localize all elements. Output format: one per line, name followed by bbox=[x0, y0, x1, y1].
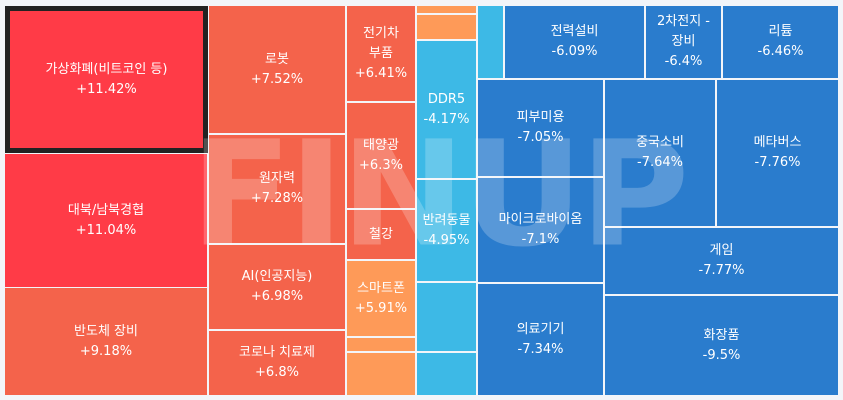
treemap-tile[interactable]: 스마트폰 +5.91% bbox=[347, 261, 415, 336]
tile-sector-name: AI(인공지능) bbox=[241, 269, 313, 284]
tile-sector-name: 리튬 bbox=[768, 24, 793, 39]
tile-sector-name: 메타버스 bbox=[753, 135, 802, 150]
tile-change-percent: +9.18% bbox=[79, 343, 133, 359]
treemap-tile[interactable]: 로봇 +7.52% bbox=[209, 6, 345, 133]
treemap-tile[interactable] bbox=[347, 338, 415, 351]
treemap-tile[interactable]: 마이크로바이옴 -7.1% bbox=[478, 178, 603, 282]
tile-change-percent: +7.28% bbox=[250, 191, 304, 206]
treemap-tile[interactable]: 메타버스 -7.76% bbox=[717, 80, 838, 226]
tile-change-percent: +6.98% bbox=[250, 289, 304, 304]
treemap-tile[interactable]: 반려동물 -4.95% bbox=[417, 180, 476, 281]
tile-sector-name: 전기차 부품 bbox=[363, 25, 399, 61]
treemap-tile[interactable]: 코로나 치료제 +6.8% bbox=[209, 331, 345, 395]
treemap-tile[interactable]: 가상화폐(비트코인 등) +11.42% bbox=[5, 6, 208, 153]
treemap-tile[interactable]: 철강 bbox=[347, 210, 415, 259]
tile-change-percent: -6.4% bbox=[664, 54, 703, 69]
tile-sector-name: 반도체 장비 bbox=[74, 323, 138, 339]
tile-sector-name: 게임 bbox=[709, 243, 734, 258]
tile-sector-name: 원자력 bbox=[259, 171, 295, 186]
tile-change-percent: -6.09% bbox=[551, 44, 598, 59]
treemap-tile[interactable]: 게임 -7.77% bbox=[605, 228, 838, 294]
treemap-tile[interactable]: 원자력 +7.28% bbox=[209, 135, 345, 243]
treemap-tile[interactable]: 중국소비 -7.64% bbox=[605, 80, 715, 226]
treemap-tile[interactable] bbox=[417, 15, 476, 39]
treemap-tile[interactable]: AI(인공지능) +6.98% bbox=[209, 245, 345, 329]
tile-change-percent: +11.42% bbox=[76, 81, 137, 97]
treemap-tile[interactable] bbox=[478, 6, 503, 78]
tile-change-percent: +6.41% bbox=[354, 65, 408, 81]
tile-sector-name: 피부미용 bbox=[516, 110, 565, 125]
treemap-tile[interactable]: 의료기기 -7.34% bbox=[478, 284, 603, 395]
tile-change-percent: -7.05% bbox=[517, 130, 564, 145]
tile-sector-name: 화장품 bbox=[703, 327, 740, 343]
tile-change-percent: -4.17% bbox=[423, 111, 470, 127]
tile-change-percent: +6.3% bbox=[359, 157, 403, 173]
tile-change-percent: -7.1% bbox=[521, 232, 560, 247]
tile-sector-name: 의료기기 bbox=[516, 321, 565, 337]
tile-sector-name: 태양광 bbox=[363, 137, 399, 153]
tile-sector-name: 반려동물 bbox=[422, 212, 471, 228]
treemap-tile[interactable]: 태양광 +6.3% bbox=[347, 103, 415, 208]
treemap-tile[interactable]: 반도체 장비 +9.18% bbox=[5, 288, 207, 395]
tile-change-percent: -6.46% bbox=[757, 44, 804, 59]
treemap-tile[interactable] bbox=[417, 353, 476, 395]
treemap-tile[interactable]: 화장품 -9.5% bbox=[605, 296, 838, 395]
tile-sector-name: 전력설비 bbox=[550, 24, 599, 39]
tile-change-percent: -7.77% bbox=[698, 263, 745, 278]
treemap-tile[interactable]: 대북/남북경협 +11.04% bbox=[5, 154, 207, 287]
tile-change-percent: -7.34% bbox=[517, 341, 564, 357]
tile-sector-name: 가상화폐(비트코인 등) bbox=[45, 61, 168, 77]
tile-sector-name: 2차전지 - 장비 bbox=[657, 14, 710, 49]
tile-change-percent: -9.5% bbox=[702, 347, 741, 363]
treemap-tile[interactable] bbox=[417, 283, 476, 351]
tile-change-percent: +11.04% bbox=[75, 222, 137, 238]
tile-change-percent: +5.91% bbox=[354, 300, 408, 316]
treemap-tile[interactable]: 2차전지 - 장비 -6.4% bbox=[646, 6, 721, 78]
treemap-tile[interactable]: 리튬 -6.46% bbox=[723, 6, 838, 78]
tile-change-percent: -7.76% bbox=[754, 155, 801, 170]
treemap-tile[interactable]: 피부미용 -7.05% bbox=[478, 80, 603, 176]
tile-change-percent: -7.64% bbox=[637, 155, 683, 170]
tile-sector-name: 대북/남북경협 bbox=[67, 202, 145, 218]
treemap-tile[interactable]: DDR5 -4.17% bbox=[417, 41, 476, 178]
tile-sector-name: 로봇 bbox=[265, 51, 289, 67]
tile-sector-name: 마이크로바이옴 bbox=[498, 212, 583, 227]
tile-change-percent: +6.8% bbox=[255, 365, 299, 380]
treemap-tile[interactable] bbox=[417, 6, 476, 13]
tile-change-percent: -4.95% bbox=[423, 232, 470, 248]
tile-sector-name: 중국소비 bbox=[636, 135, 684, 150]
tile-sector-name: 코로나 치료제 bbox=[239, 345, 315, 360]
treemap-tile[interactable]: 전력설비 -6.09% bbox=[505, 6, 644, 78]
treemap-tile[interactable] bbox=[347, 353, 415, 395]
treemap-tile[interactable]: 전기차 부품 +6.41% bbox=[347, 6, 415, 101]
tile-change-percent: +7.52% bbox=[250, 71, 304, 87]
tile-sector-name: DDR5 bbox=[427, 91, 466, 107]
tile-sector-name: 스마트폰 bbox=[357, 280, 405, 296]
tile-sector-name: 철강 bbox=[369, 226, 393, 242]
